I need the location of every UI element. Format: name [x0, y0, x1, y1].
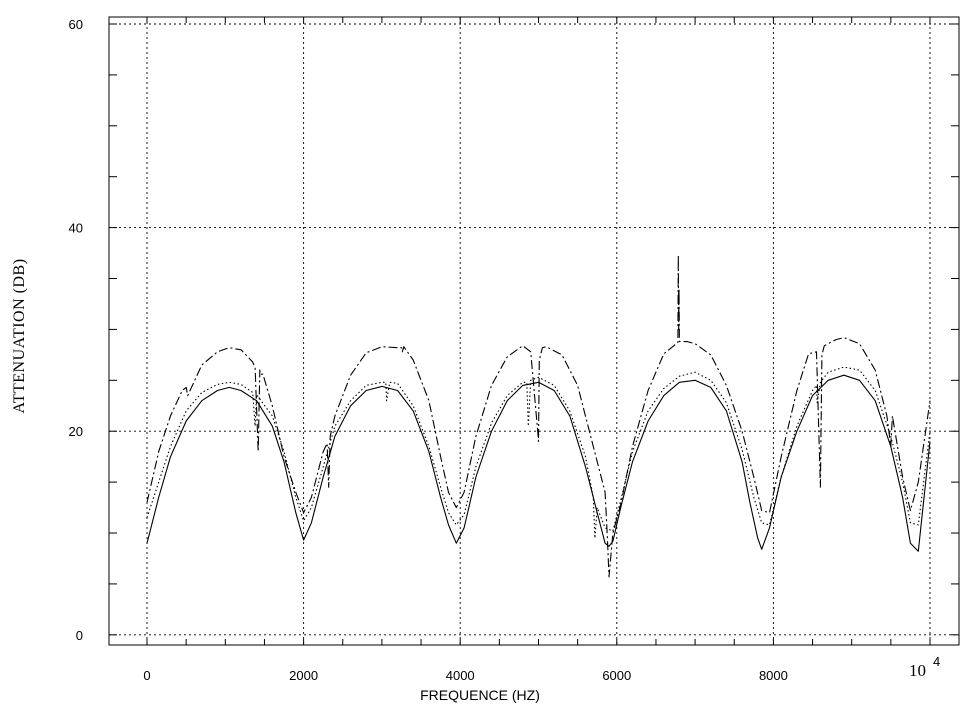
- x-end-label: 10: [909, 661, 926, 680]
- x-tick-label: 8000: [759, 668, 788, 683]
- x-axis-label: FREQUENCE (HZ): [420, 687, 540, 703]
- y-tick-label: 60: [69, 17, 83, 32]
- x-tick-label: 6000: [602, 668, 631, 683]
- x-tick-label: 0: [143, 668, 150, 683]
- y-tick-label: 0: [76, 628, 83, 643]
- series-line-dotted: [146, 366, 931, 539]
- y-tick-labels: 0 20 40 60: [69, 17, 83, 643]
- series-line-dashdot: [146, 254, 931, 578]
- grid: [109, 17, 959, 645]
- x-tick-labels: 0 2000 4000 6000 8000: [143, 668, 787, 683]
- y-tick-label: 20: [69, 424, 83, 439]
- minor-ticks: [109, 17, 959, 645]
- x-tick-label: 4000: [446, 668, 475, 683]
- x-end-exponent: 4: [933, 654, 940, 669]
- y-axis-label: ATTENUATION (DB): [11, 258, 28, 413]
- series-group: [146, 254, 931, 578]
- x-tick-label: 2000: [289, 668, 318, 683]
- plot-frame: [108, 16, 960, 646]
- y-tick-label: 40: [69, 221, 83, 236]
- series-line-solid: [146, 374, 931, 552]
